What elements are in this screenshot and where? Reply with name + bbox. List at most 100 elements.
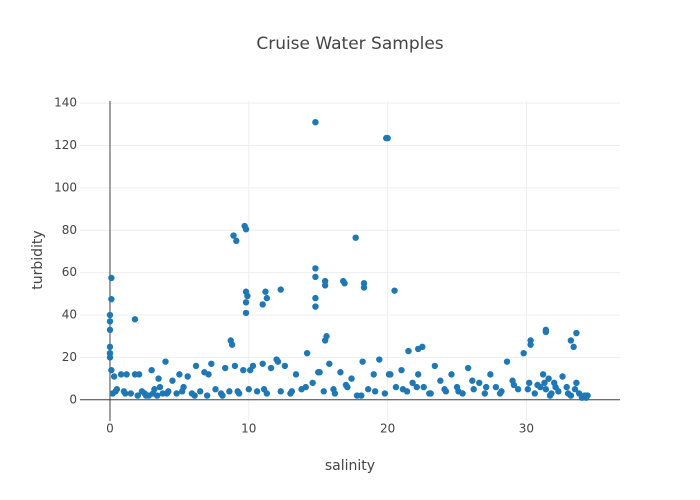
point bbox=[487, 371, 494, 378]
y-tick-label: 40 bbox=[62, 308, 77, 322]
point bbox=[192, 362, 200, 370]
point bbox=[106, 311, 114, 319]
point bbox=[122, 390, 129, 397]
point bbox=[371, 388, 379, 395]
point bbox=[514, 386, 522, 393]
x-axis-title: salinity bbox=[325, 458, 375, 474]
point bbox=[360, 284, 368, 291]
point bbox=[242, 299, 250, 306]
point bbox=[391, 287, 398, 294]
x-tick-label: 10 bbox=[241, 422, 256, 436]
point bbox=[352, 234, 359, 241]
point bbox=[359, 358, 366, 365]
point bbox=[127, 390, 135, 397]
point bbox=[208, 360, 215, 367]
point bbox=[245, 386, 253, 393]
point bbox=[384, 134, 391, 142]
point bbox=[571, 386, 579, 393]
point bbox=[470, 386, 477, 393]
point bbox=[163, 390, 171, 397]
point bbox=[162, 358, 169, 365]
point bbox=[464, 364, 472, 372]
point bbox=[405, 347, 412, 355]
point bbox=[431, 362, 439, 370]
point bbox=[240, 366, 247, 374]
y-tick-label: 120 bbox=[54, 138, 77, 152]
point bbox=[108, 274, 115, 282]
point bbox=[259, 301, 266, 308]
point bbox=[176, 371, 183, 378]
point bbox=[288, 388, 296, 395]
y-tick-label: 0 bbox=[69, 392, 77, 406]
point bbox=[230, 232, 237, 239]
point bbox=[131, 316, 139, 323]
point bbox=[573, 379, 580, 387]
x-tick-label: 30 bbox=[519, 422, 534, 436]
chart-title: Cruise Water Samples bbox=[256, 34, 443, 54]
x-tick-label: 0 bbox=[106, 422, 114, 436]
point bbox=[110, 373, 118, 380]
point bbox=[413, 383, 420, 391]
points bbox=[106, 118, 591, 401]
point bbox=[414, 345, 422, 353]
point bbox=[552, 383, 559, 391]
point bbox=[142, 392, 150, 399]
point bbox=[344, 383, 351, 391]
point bbox=[567, 337, 575, 344]
point bbox=[135, 371, 143, 378]
point bbox=[117, 371, 125, 378]
point bbox=[123, 371, 130, 378]
point bbox=[409, 379, 416, 387]
point bbox=[539, 371, 547, 378]
point bbox=[242, 226, 250, 233]
point bbox=[263, 294, 271, 302]
point bbox=[253, 388, 261, 395]
point bbox=[526, 379, 533, 387]
point bbox=[381, 390, 389, 397]
point bbox=[234, 388, 241, 395]
point bbox=[364, 386, 372, 393]
point bbox=[531, 390, 538, 397]
point bbox=[134, 392, 141, 399]
point bbox=[155, 375, 162, 382]
grid bbox=[80, 101, 620, 421]
point bbox=[246, 366, 254, 374]
point bbox=[277, 286, 284, 293]
point bbox=[399, 386, 407, 393]
point bbox=[414, 371, 422, 378]
point bbox=[398, 366, 405, 374]
point bbox=[259, 360, 266, 367]
point bbox=[191, 392, 198, 399]
point bbox=[203, 392, 211, 399]
point bbox=[184, 373, 191, 380]
point bbox=[205, 371, 212, 378]
point bbox=[303, 349, 311, 357]
point bbox=[392, 383, 400, 391]
point bbox=[149, 390, 157, 397]
point bbox=[469, 377, 476, 384]
axes: 0 20 40 60 80 100 120 140 0 10 20 30 bbox=[54, 96, 620, 436]
point bbox=[321, 337, 329, 344]
point bbox=[321, 282, 329, 289]
point bbox=[173, 390, 180, 397]
point bbox=[226, 388, 233, 395]
point bbox=[108, 366, 115, 374]
point bbox=[312, 265, 319, 272]
point bbox=[437, 377, 444, 384]
point bbox=[563, 383, 570, 391]
point bbox=[441, 386, 448, 393]
y-tick-label: 80 bbox=[62, 223, 77, 237]
point bbox=[492, 383, 500, 391]
point bbox=[503, 358, 511, 365]
point bbox=[169, 377, 176, 384]
point bbox=[106, 326, 114, 334]
point bbox=[337, 369, 344, 376]
point bbox=[312, 303, 319, 310]
point bbox=[112, 388, 119, 395]
point bbox=[427, 390, 434, 397]
point bbox=[106, 318, 114, 325]
point bbox=[292, 371, 300, 378]
point bbox=[312, 273, 319, 281]
point bbox=[534, 381, 541, 389]
